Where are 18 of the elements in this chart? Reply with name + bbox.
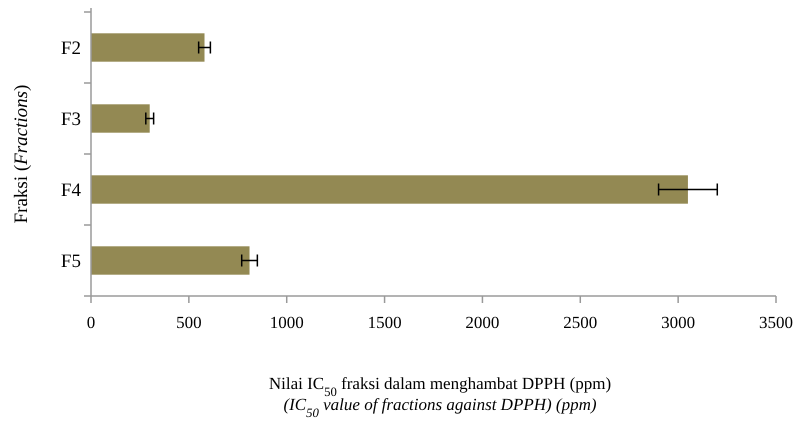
y-tick-label: F3 xyxy=(60,109,81,130)
x-tick-label: 2000 xyxy=(465,313,500,332)
x-tick-label: 3000 xyxy=(661,313,696,332)
y-tick-label: F2 xyxy=(60,38,81,60)
x-tick-label: 500 xyxy=(176,313,202,332)
bar xyxy=(91,33,205,62)
x-tick-label: 0 xyxy=(86,313,96,332)
y-axis-title: Fraksi (Fractions) xyxy=(11,84,32,224)
x-tick-label: 3500 xyxy=(759,313,793,332)
y-tick-label: F5 xyxy=(60,251,81,272)
x-tick-label: 1000 xyxy=(270,313,304,332)
bar xyxy=(91,175,688,204)
bar xyxy=(91,246,250,275)
bar xyxy=(91,104,150,133)
x-tick-label: 2500 xyxy=(563,313,598,332)
text: Nilai IC$_{50}$ fraksi dalam menghambat DPPH (ppm) (IC$_{50}$ value of fractions against DPPH) (ppm) xyxy=(268,374,612,420)
x-tick-label: 1500 xyxy=(368,313,402,332)
y-tick-label: F4 xyxy=(60,180,82,202)
